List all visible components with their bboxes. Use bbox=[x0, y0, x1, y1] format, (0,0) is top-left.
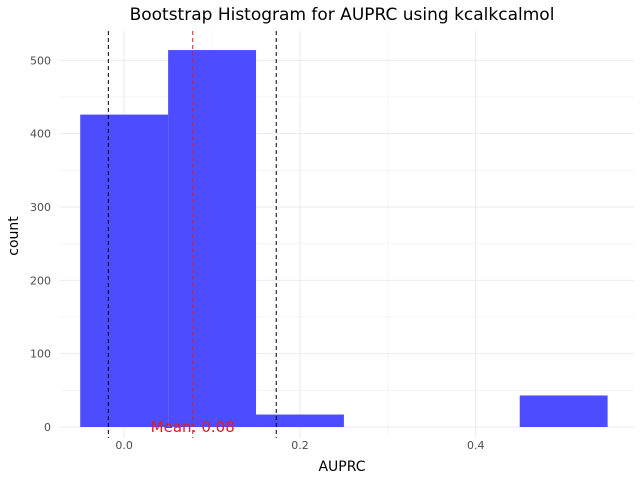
x-axis-ticks: 0.0 0.2 0.4 bbox=[115, 439, 484, 452]
histogram-bar bbox=[256, 414, 344, 427]
mean-annotation: Mean: 0.08 bbox=[151, 418, 235, 436]
y-axis-label: count bbox=[6, 216, 22, 256]
histogram-bar bbox=[519, 395, 608, 427]
y-tick-label: 200 bbox=[30, 274, 51, 287]
y-tick-label: 500 bbox=[30, 54, 51, 67]
histogram-bars bbox=[80, 50, 608, 428]
histogram-bar bbox=[80, 114, 169, 427]
x-tick-label: 0.0 bbox=[115, 439, 133, 452]
x-axis-label: AUPRC bbox=[318, 459, 365, 475]
y-tick-label: 100 bbox=[30, 348, 51, 361]
y-tick-label: 0 bbox=[44, 421, 51, 434]
y-axis-ticks: 0 100 200 300 400 500 bbox=[30, 54, 51, 434]
x-tick-label: 0.2 bbox=[291, 439, 309, 452]
reference-lines bbox=[107, 31, 277, 438]
histogram-bar bbox=[168, 50, 257, 428]
chart-title: Bootstrap Histogram for AUPRC using kcal… bbox=[130, 5, 555, 25]
y-tick-label: 300 bbox=[30, 201, 51, 214]
y-tick-label: 400 bbox=[30, 128, 51, 141]
x-tick-label: 0.4 bbox=[467, 439, 485, 452]
